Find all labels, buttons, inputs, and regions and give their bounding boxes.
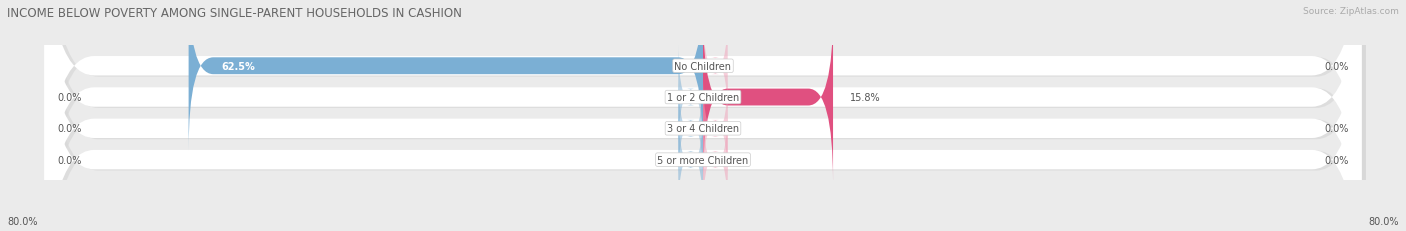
Text: INCOME BELOW POVERTY AMONG SINGLE-PARENT HOUSEHOLDS IN CASHION: INCOME BELOW POVERTY AMONG SINGLE-PARENT… [7, 7, 463, 20]
Text: 3 or 4 Children: 3 or 4 Children [666, 124, 740, 134]
FancyBboxPatch shape [45, 0, 1361, 231]
Text: 5 or more Children: 5 or more Children [658, 155, 748, 165]
Text: 0.0%: 0.0% [1324, 61, 1350, 71]
FancyBboxPatch shape [45, 0, 1361, 231]
FancyBboxPatch shape [703, 12, 832, 183]
FancyBboxPatch shape [49, 0, 1365, 231]
FancyBboxPatch shape [703, 75, 728, 183]
Text: 80.0%: 80.0% [1368, 216, 1399, 226]
FancyBboxPatch shape [49, 0, 1365, 231]
FancyBboxPatch shape [703, 12, 728, 120]
Text: 0.0%: 0.0% [1324, 124, 1350, 134]
Text: 1 or 2 Children: 1 or 2 Children [666, 93, 740, 103]
FancyBboxPatch shape [678, 75, 703, 183]
FancyBboxPatch shape [188, 0, 703, 152]
Text: No Children: No Children [675, 61, 731, 71]
Text: 15.8%: 15.8% [849, 93, 880, 103]
FancyBboxPatch shape [703, 106, 728, 214]
Text: 0.0%: 0.0% [56, 155, 82, 165]
FancyBboxPatch shape [45, 0, 1361, 231]
FancyBboxPatch shape [45, 0, 1361, 231]
Text: 80.0%: 80.0% [7, 216, 38, 226]
Text: 0.0%: 0.0% [1324, 155, 1350, 165]
Text: Source: ZipAtlas.com: Source: ZipAtlas.com [1303, 7, 1399, 16]
FancyBboxPatch shape [678, 106, 703, 214]
Text: 62.5%: 62.5% [222, 61, 256, 71]
FancyBboxPatch shape [49, 0, 1365, 231]
FancyBboxPatch shape [678, 44, 703, 152]
FancyBboxPatch shape [49, 0, 1365, 231]
Text: 0.0%: 0.0% [56, 93, 82, 103]
Text: 0.0%: 0.0% [56, 124, 82, 134]
